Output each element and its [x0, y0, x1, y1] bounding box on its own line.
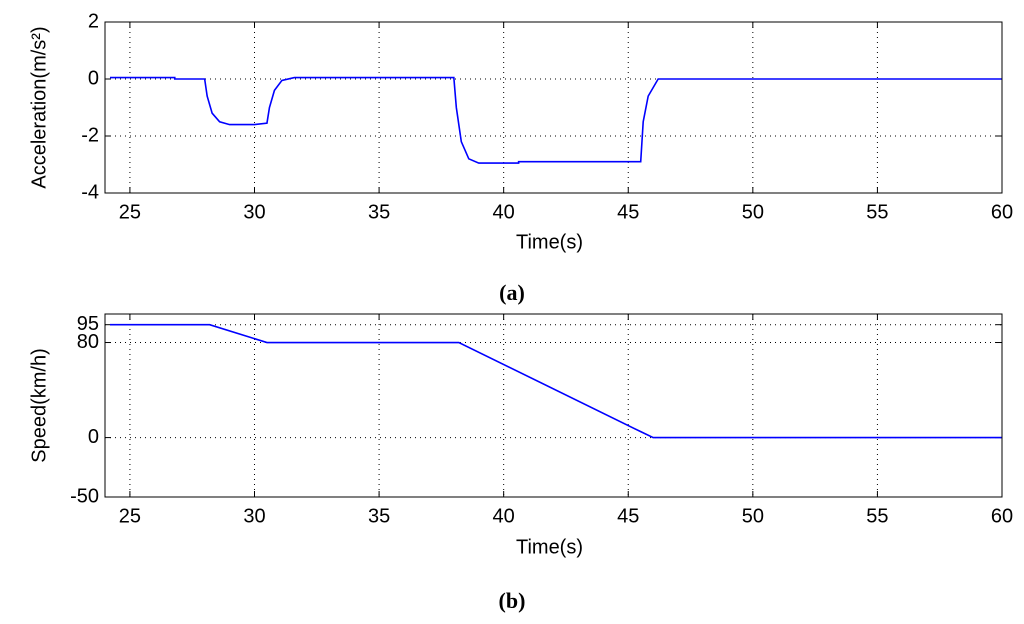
x-tick-label: 60 — [991, 505, 1013, 527]
x-tick-label: 50 — [742, 201, 764, 223]
y-tick-label: 95 — [77, 313, 99, 335]
plot-frame — [104, 313, 1003, 498]
x-tick-label: 45 — [617, 201, 639, 223]
x-tick-label: 40 — [493, 505, 515, 527]
y-tick-label: 0 — [88, 67, 99, 89]
y-tick-label: 80 — [77, 331, 99, 353]
x-tick-label: 40 — [493, 201, 515, 223]
data-line — [109, 76, 1002, 164]
y-tick-label: 0 — [88, 426, 99, 448]
y-tick-label: -50 — [70, 485, 99, 507]
x-tick-label: 30 — [243, 201, 265, 223]
x-tick-label: 55 — [866, 201, 888, 223]
x-tick-label: 55 — [866, 505, 888, 527]
plot-frame — [104, 21, 1003, 194]
x-tick-label: 35 — [368, 201, 390, 223]
y-axis-label: Speed(km/h) — [28, 348, 50, 463]
x-tick-label: 45 — [617, 505, 639, 527]
x-tick-label: 60 — [991, 201, 1013, 223]
caption: (a) — [499, 280, 525, 305]
x-axis-label: Time(s) — [516, 231, 583, 253]
x-tick-label: 25 — [119, 201, 141, 223]
caption: (b) — [499, 588, 526, 613]
data-line — [109, 323, 1002, 439]
x-axis-label: Time(s) — [516, 536, 583, 558]
y-tick-label: -4 — [81, 181, 99, 203]
x-tick-label: 30 — [243, 505, 265, 527]
x-tick-label: 50 — [742, 505, 764, 527]
x-tick-label: 35 — [368, 505, 390, 527]
y-tick-label: -2 — [81, 124, 99, 146]
y-axis-label: Acceleration(m/s²) — [28, 26, 50, 188]
y-tick-label: 2 — [88, 10, 99, 32]
x-tick-label: 25 — [119, 505, 141, 527]
